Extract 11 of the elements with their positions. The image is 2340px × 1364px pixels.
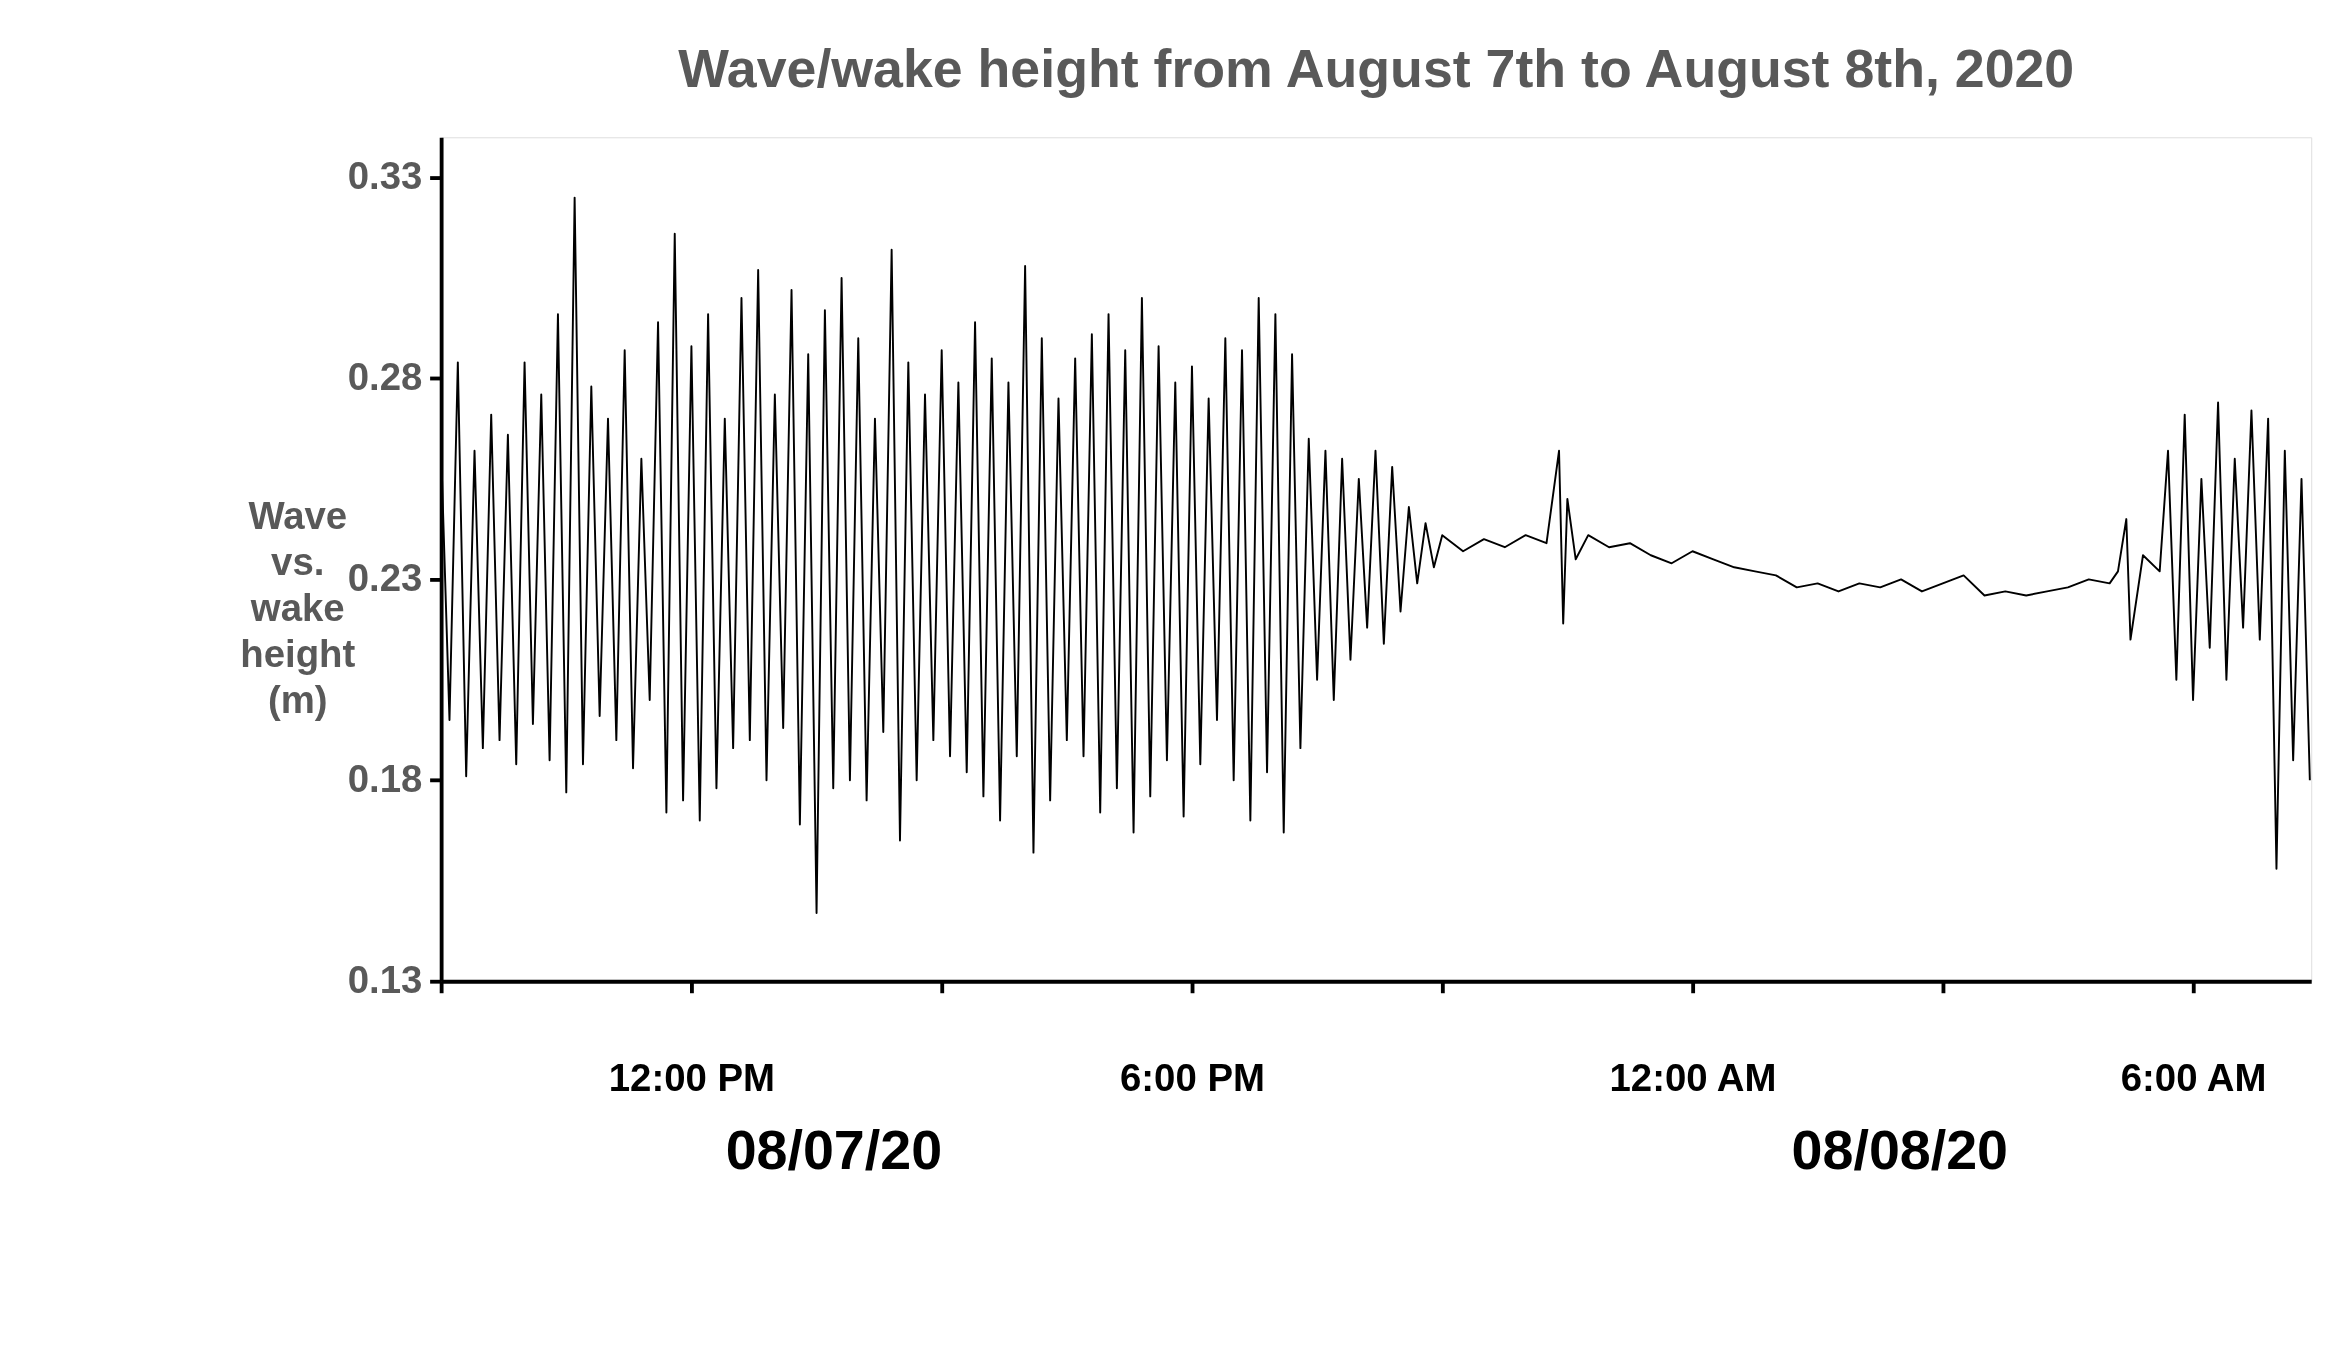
y-tick-label: 0.13: [347, 958, 423, 1002]
x-tick-label: 6:00 PM: [1119, 1056, 1265, 1100]
x-tick-label: 6:00 AM: [2120, 1056, 2267, 1100]
x-tick-label: 12:00 AM: [1609, 1056, 1777, 1100]
x-tick-label: 12:00 PM: [608, 1056, 776, 1100]
chart-title: Wave/wake height from August 7th to August 8th, 2020: [678, 38, 2075, 99]
y-tick-label: 0.33: [347, 154, 423, 198]
text: 08/07/20: [725, 1119, 943, 1182]
y-tick-label: 0.28: [347, 355, 423, 399]
text: 08/08/20: [1791, 1119, 2009, 1182]
y-tick-label: 0.18: [347, 757, 423, 801]
